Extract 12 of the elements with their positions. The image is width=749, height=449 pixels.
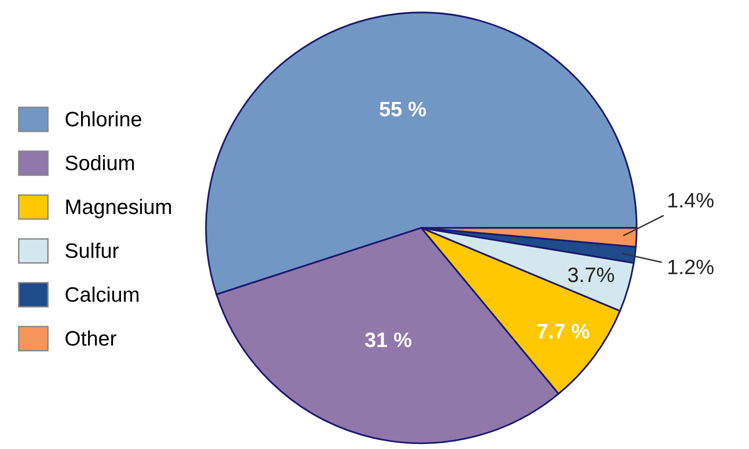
data-label: 7.7 % <box>537 324 590 339</box>
legend-label: Sulfur <box>66 242 119 258</box>
data-label: 1.2% <box>668 260 714 274</box>
data-label: 31 % <box>365 332 412 348</box>
data-label: 1.4% <box>668 192 714 208</box>
legend-label: Sodium <box>66 155 134 170</box>
legend-label: Other <box>66 330 116 346</box>
legend-label: Calcium <box>66 286 138 302</box>
legend-label: Magnesium <box>66 198 171 218</box>
data-label: 55 % <box>380 102 426 116</box>
data-label: 3.7% <box>568 267 614 282</box>
legend-label: Chlorine <box>66 111 142 126</box>
